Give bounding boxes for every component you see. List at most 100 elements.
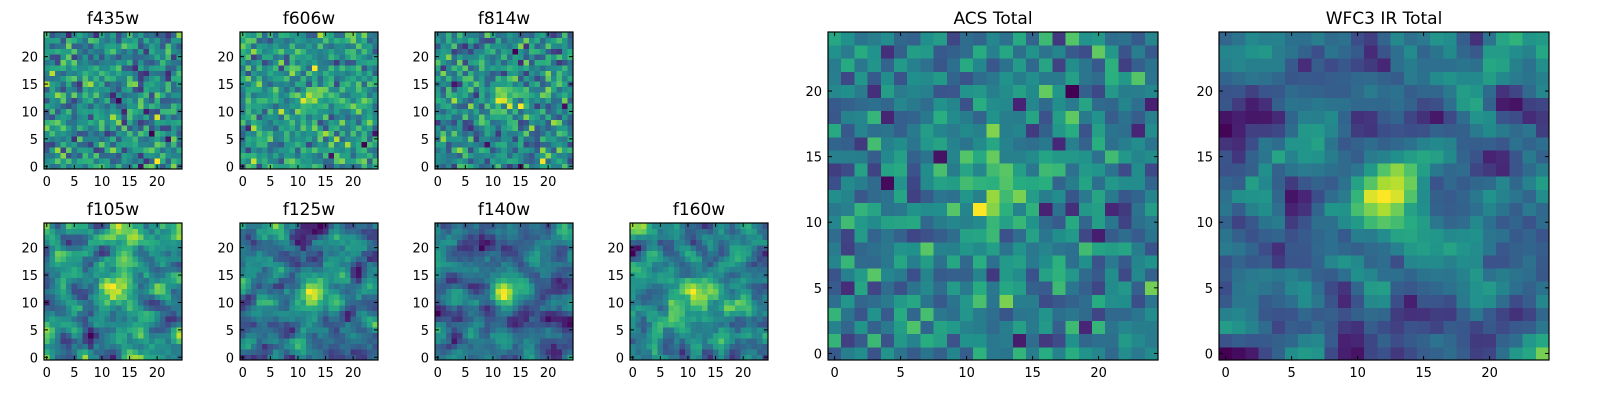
heatmap-cell [484,70,491,77]
heatmap-cell [534,294,541,301]
heatmap-cell [71,119,78,126]
heatmap-cell [256,136,263,142]
heatmap-cell [446,125,452,132]
heatmap-cell [159,32,166,38]
heatmap-cell [306,152,313,159]
heatmap-cell [462,70,469,77]
heatmap-cell [256,354,263,361]
heatmap-cell [154,283,161,290]
heatmap-cell [701,310,708,317]
heatmap-cell [512,70,519,77]
heatmap-cell [712,283,719,290]
heatmap-cell [473,277,480,284]
heatmap-cell [71,141,78,148]
heatmap-cell [104,223,111,229]
heatmap-cell [60,327,67,333]
heatmap-cell [446,316,452,323]
heatmap-cell [999,268,1014,282]
heatmap-cell [71,81,78,88]
heatmap-cell [176,316,183,323]
heatmap-cell [550,97,557,104]
heatmap-cell [1118,268,1132,282]
heatmap-cell [273,288,280,295]
heatmap-cell [506,288,513,295]
heatmap-cell [685,349,692,355]
heatmap-cell [907,215,921,230]
heatmap-cell [355,343,362,350]
heatmap-cell [278,108,285,115]
heatmap-cell [495,141,502,148]
heatmap-cell [66,152,72,159]
heatmap-cell [718,310,725,317]
x-tick-label: 10 [94,175,111,190]
heatmap-cell [501,327,508,333]
heatmap-cell [366,59,373,66]
heatmap-cell [143,299,150,306]
heatmap-cell [170,244,177,251]
heatmap-cell [550,338,557,344]
heatmap-cell [920,281,934,295]
heatmap-cell [273,53,280,60]
heatmap-cell [663,266,670,273]
heatmap-cell [66,163,72,170]
heatmap-cell [556,223,563,229]
heatmap-cell [652,321,658,328]
heatmap-cell [99,53,106,60]
heatmap-cell [77,272,84,279]
heatmap-cell [446,42,452,49]
heatmap-cell [646,261,653,268]
heatmap-cell [556,343,563,350]
heatmap-cell [545,141,552,148]
heatmap-cell [635,294,642,301]
heatmap-cell [512,272,519,279]
y-tick-label: 5 [226,133,234,148]
heatmap-cell [278,158,285,164]
heatmap-cell [121,97,128,104]
heatmap-cell [479,349,486,355]
heatmap-cell [159,59,166,66]
heatmap-cell [284,266,291,273]
heatmap-cell [256,327,263,333]
heatmap-cell [462,136,469,142]
heatmap-cell [339,97,346,104]
heatmap-cell [328,130,335,137]
heatmap-cell [262,42,268,49]
heatmap-cell [339,59,346,66]
heatmap-cell [561,338,568,344]
heatmap-cell [82,141,89,148]
heatmap-cell [545,310,552,317]
heatmap-cell [668,294,675,301]
heatmap-cell [366,272,373,279]
heatmap-cell [154,294,161,301]
heatmap-cell [170,81,177,88]
heatmap-cell [841,294,855,308]
heatmap-cell [440,316,447,323]
heatmap-cell [550,130,557,137]
heatmap-cell [126,103,133,110]
heatmap-cell [99,316,106,323]
heatmap-cell [355,332,362,339]
heatmap-cell [176,233,183,240]
heatmap-cell [104,75,111,82]
heatmap-cell [366,228,373,235]
heatmap-cell [278,343,285,350]
heatmap-cell [66,244,72,251]
heatmap-cell [479,53,486,60]
heatmap-cell [60,125,67,132]
heatmap-cell [361,86,368,93]
heatmap-cell [1039,202,1053,217]
heatmap-cell [550,152,557,159]
heatmap-cell [440,321,447,328]
heatmap-cell [1039,307,1053,322]
heatmap-cell [907,281,921,295]
heatmap-cell [82,37,89,44]
heatmap-cell [55,266,61,273]
heatmap-cell [262,332,268,339]
heatmap-cell [712,299,719,306]
heatmap-cell [1131,320,1146,335]
heatmap-cell [854,228,868,243]
heatmap-cell [251,239,257,246]
heatmap-cell [674,233,681,240]
heatmap-cell [960,163,974,177]
heatmap-cell [556,250,563,257]
